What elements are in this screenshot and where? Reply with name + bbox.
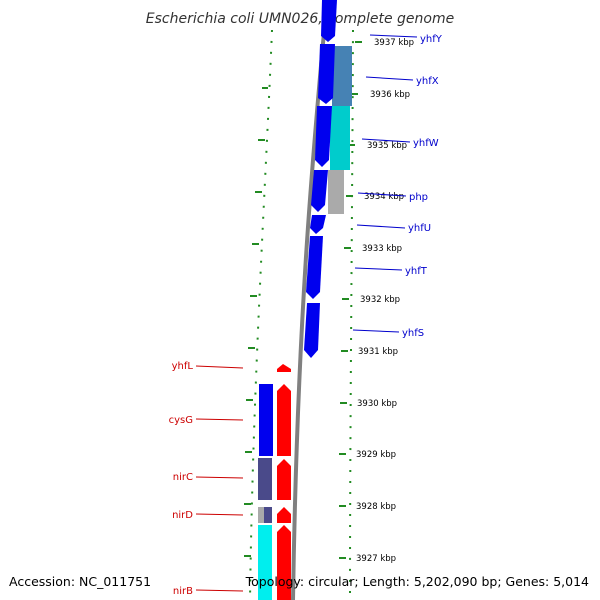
cds-yhfL	[277, 364, 291, 372]
gene-yhfS-leader	[352, 329, 400, 333]
gene-yhfT-leader	[354, 267, 403, 271]
cog-bar-cyan-rev	[258, 525, 272, 600]
gene-yhfS-label[interactable]: yhfS	[402, 328, 424, 339]
inner-ticks	[244, 87, 268, 557]
kbp-3928: 3928 kbp	[356, 502, 396, 512]
kbp-3930: 3930 kbp	[357, 399, 397, 409]
gene-cysG-label[interactable]: cysG	[169, 415, 193, 426]
cds-nirD	[277, 507, 291, 523]
gene-yhfU-label[interactable]: yhfU	[408, 223, 431, 234]
gene-yhfW-label[interactable]: yhfW	[413, 138, 439, 149]
gene-yhfX-label[interactable]: yhfX	[416, 76, 439, 87]
cds-yhfY	[321, 0, 337, 42]
kbp-3935: 3935 kbp	[367, 141, 407, 151]
cog-bar-cyan	[330, 106, 350, 170]
cog-bar-slate-rev	[258, 458, 272, 500]
cog-bar-gray-rev	[258, 507, 264, 523]
cds-yhfX	[318, 44, 335, 104]
kbp-3936: 3936 kbp	[370, 90, 410, 100]
gene-yhfL-leader	[195, 365, 244, 369]
gene-cysG-leader	[195, 418, 244, 421]
reverse-cds	[277, 364, 291, 600]
cds-yhfU	[310, 215, 326, 234]
gene-nirC-leader	[195, 476, 244, 479]
gene-yhfX-leader	[365, 76, 414, 81]
gene-php-leader	[357, 192, 407, 197]
kbp-3933: 3933 kbp	[362, 244, 402, 254]
gene-yhfY-leader	[369, 34, 418, 38]
cds-yhfT	[306, 236, 323, 299]
gene-yhfL-label[interactable]: yhfL	[172, 361, 194, 372]
cog-bar-blue-rev	[259, 384, 273, 456]
cds-yhfW	[315, 106, 332, 167]
cds-nirC	[277, 459, 291, 500]
cog-bar-gray	[328, 170, 344, 214]
gene-yhfW-leader	[361, 138, 411, 143]
kbp-3929: 3929 kbp	[356, 450, 396, 460]
forward-cds	[304, 0, 337, 358]
gene-nirB-leader	[195, 589, 244, 592]
kbp-3931: 3931 kbp	[358, 347, 398, 357]
gene-yhfT-label[interactable]: yhfT	[405, 266, 428, 277]
gene-nirD-leader	[195, 513, 244, 516]
cds-cysG	[277, 384, 291, 456]
cds-yhfS	[304, 303, 320, 358]
gene-php-label[interactable]: php	[409, 192, 428, 203]
scale-labels: 3937 kbp 3936 kbp 3935 kbp 3934 kbp 3933 kbp…	[356, 38, 414, 564]
topology-summary: Topology: circular; Length: 5,202,090 bp…	[245, 574, 589, 589]
scale-ticks	[339, 41, 362, 559]
kbp-3932: 3932 kbp	[360, 295, 400, 305]
kbp-3927: 3927 kbp	[356, 554, 396, 564]
reverse-gene-labels: yhfL cysG nirC nirD nirB	[169, 361, 244, 597]
accession-label: Accession: NC_011751	[9, 574, 151, 589]
map-title: Escherichia coli UMN026, complete genome	[146, 11, 454, 27]
gene-yhfY-label[interactable]: yhfY	[420, 34, 443, 45]
cds-nirB	[277, 525, 291, 600]
gene-nirC-label[interactable]: nirC	[173, 472, 193, 483]
cds-php	[311, 170, 328, 212]
cog-bar-slate2-rev	[264, 507, 272, 523]
kbp-3937: 3937 kbp	[374, 38, 414, 48]
gene-nirD-label[interactable]: nirD	[172, 510, 193, 521]
kbp-3934: 3934 kbp	[364, 192, 404, 202]
forward-gene-labels: yhfY yhfX yhfW php yhfU yhfT yhfS	[352, 34, 443, 339]
outer-dotted-ring	[349, 29, 354, 600]
gene-yhfU-leader	[356, 224, 406, 229]
cog-bar-steelblue	[332, 46, 352, 106]
gene-nirB-label[interactable]: nirB	[173, 586, 193, 597]
